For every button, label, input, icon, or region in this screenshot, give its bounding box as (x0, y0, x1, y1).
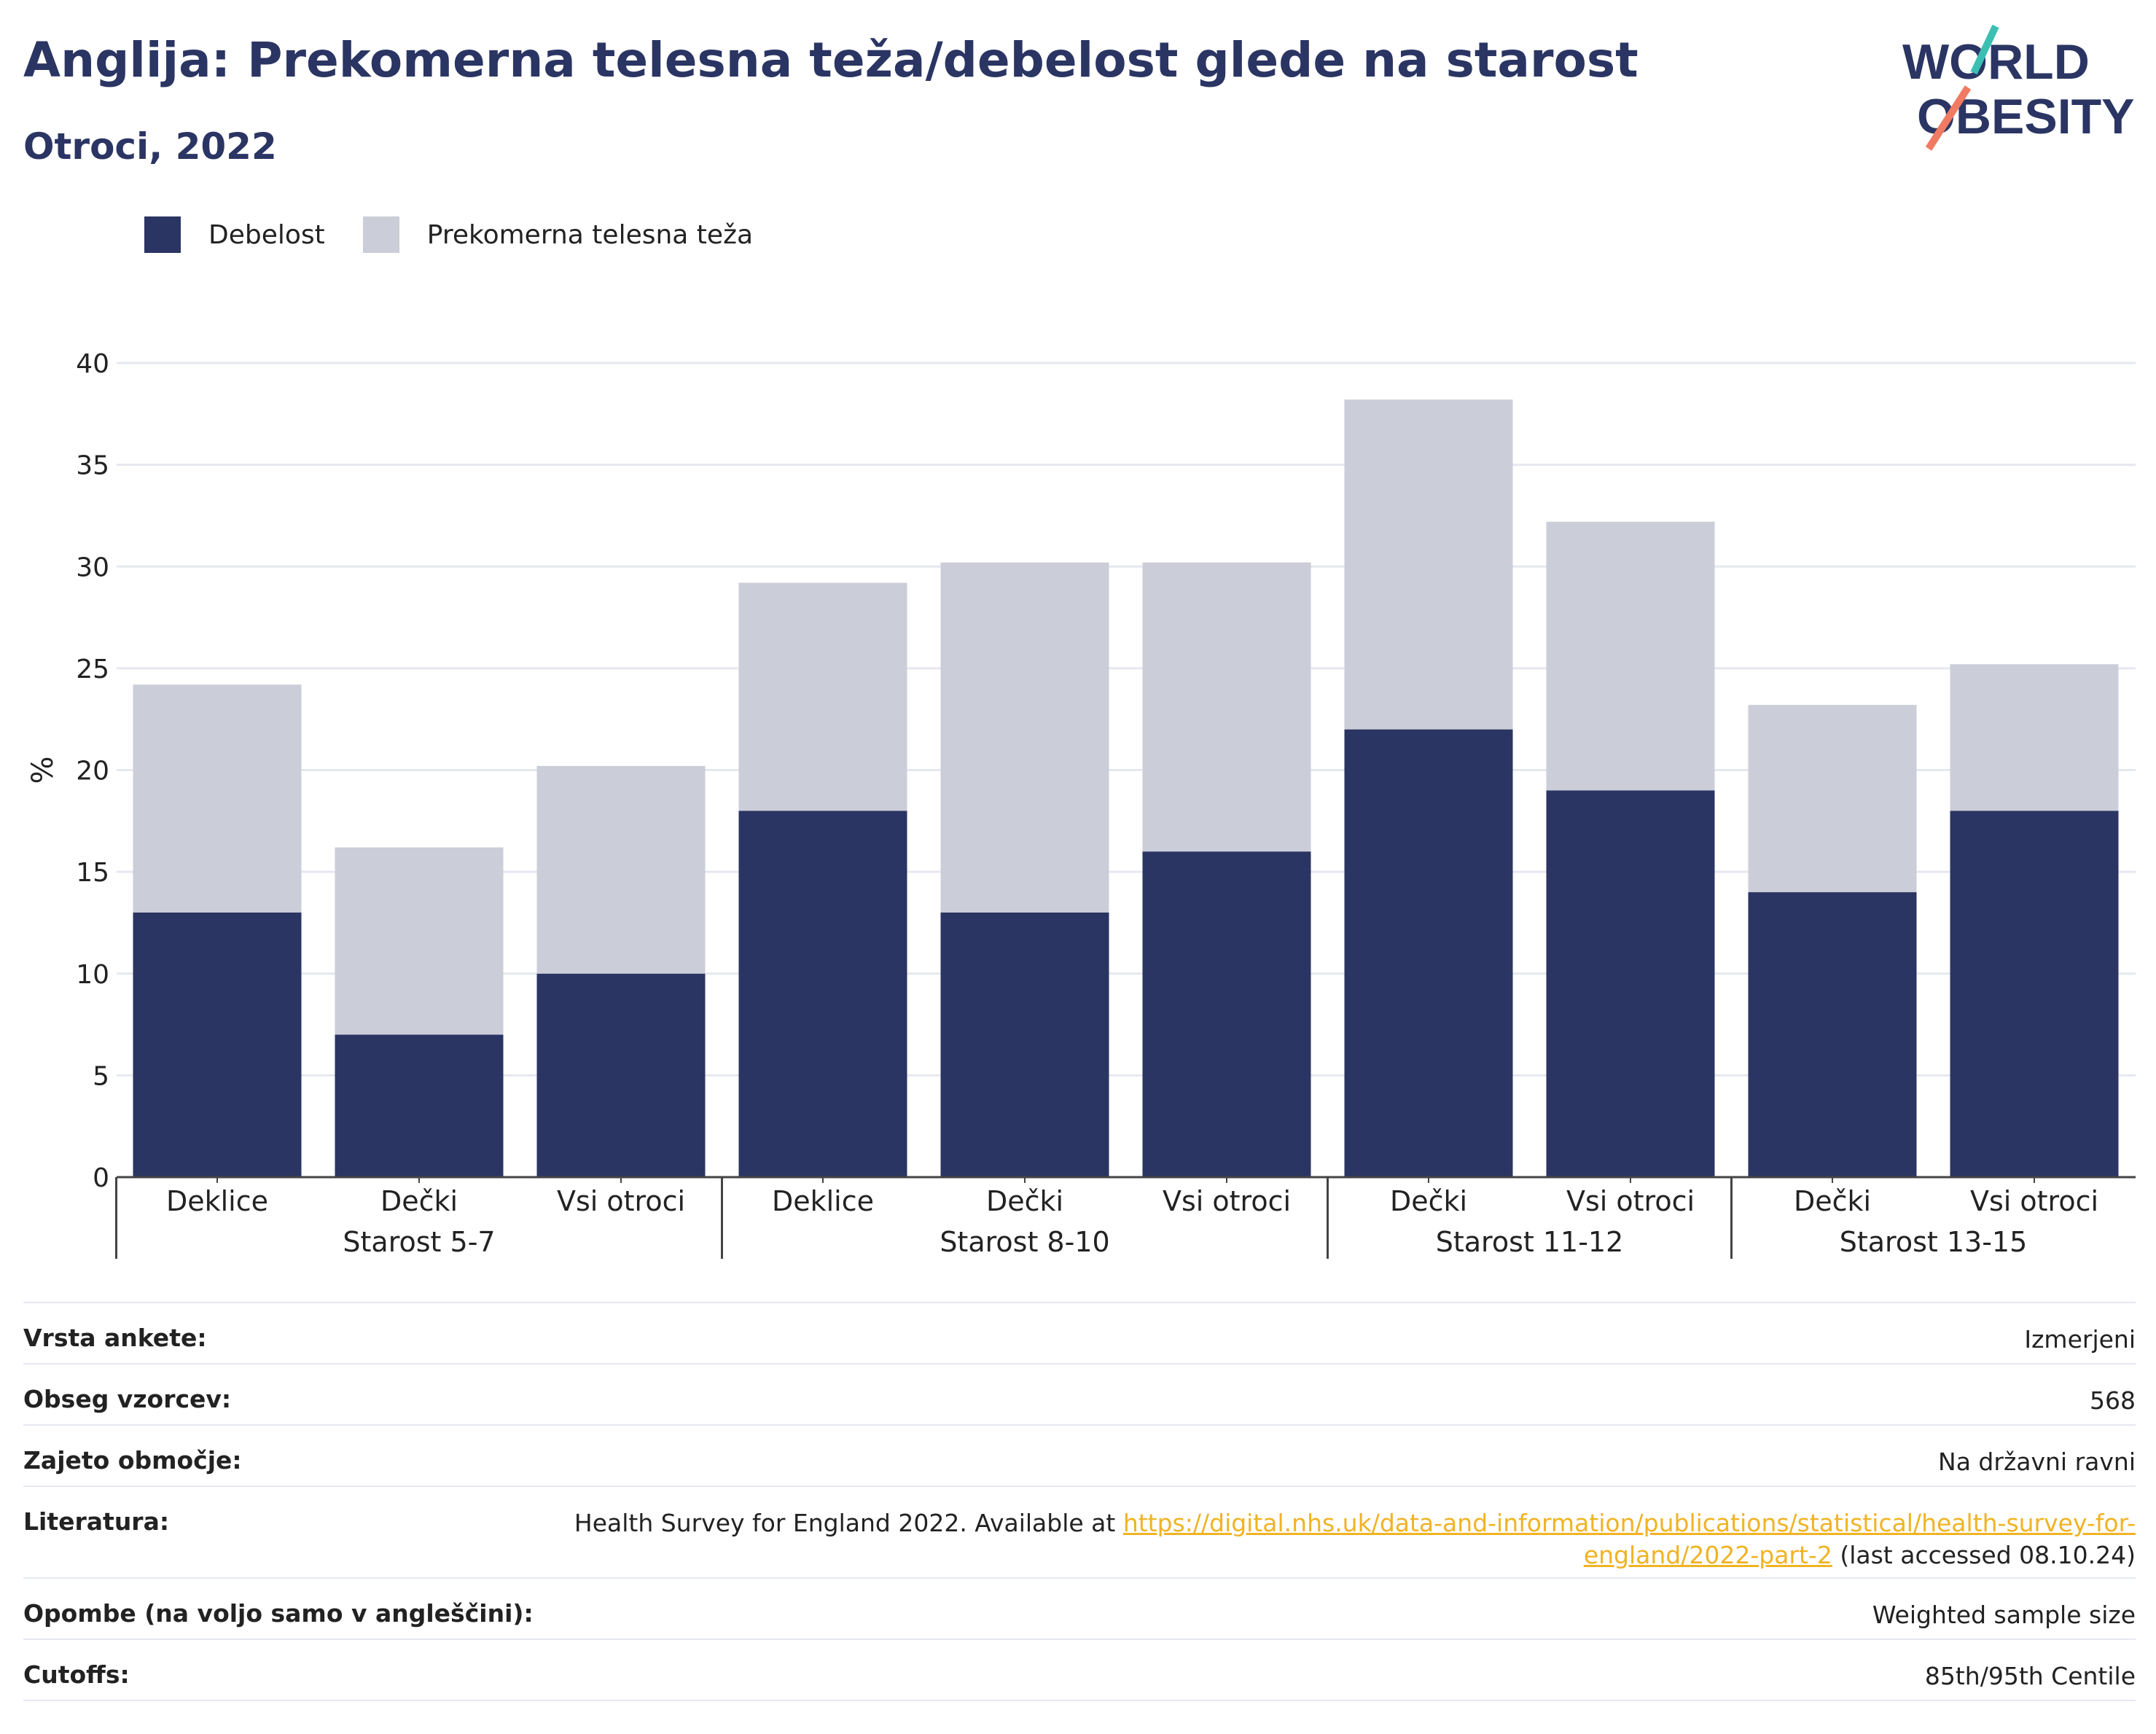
legend: Debelost Prekomerna telesna teža (144, 216, 791, 254)
reference-link[interactable]: https://digital.nhs.uk/data-and-informat… (1122, 1509, 2136, 1537)
bar-obesity (335, 1034, 504, 1177)
bar-obesity (1950, 811, 2119, 1177)
x-tick-label: Dečki (1794, 1185, 1871, 1217)
legend-swatch-obesity (144, 216, 181, 253)
info-key: Obseg vzorcev: (23, 1385, 232, 1413)
info-key: Zajeto območje: (23, 1446, 242, 1475)
x-tick-label: Dečki (986, 1185, 1063, 1217)
y-tick-label: 25 (76, 655, 109, 684)
logo-slash-coral (1925, 85, 1972, 151)
x-tick-label: Deklice (772, 1185, 874, 1217)
y-tick-label: 5 (93, 1061, 109, 1091)
x-tick-label: Vsi otroci (557, 1185, 685, 1217)
info-row-cutoffs: Cutoffs: 85th/95th Centile (23, 1639, 2136, 1701)
group-label: Starost 13-15 (1840, 1226, 2028, 1258)
info-key: Opombe (na voljo samo v angleščini): (23, 1599, 534, 1628)
world-obesity-logo: WORLD OBESITY (1902, 24, 2135, 151)
logo-slash-teal (1970, 24, 1999, 75)
bar-obesity (738, 811, 907, 1177)
group-label: Starost 8-10 (940, 1226, 1109, 1258)
bar-obesity (133, 912, 302, 1177)
info-value-reference: Health Survey for England 2022. Availabl… (574, 1487, 2136, 1577)
bar-obesity (536, 973, 706, 1177)
x-tick-label: Vsi otroci (1566, 1185, 1695, 1217)
info-row-area-covered: Zajeto območje: Na državni ravni (23, 1424, 2136, 1485)
x-tick-label: Dečki (380, 1185, 458, 1217)
bar-overweight (1950, 664, 2119, 811)
bar-chart: 0 5 10 15 20 25 30 35 40% Deklice Dečki Vsi otroci D… (26, 349, 2136, 1259)
legend-item-overweight[interactable]: Prekomerna telesna teža (362, 216, 754, 253)
bar-overweight (738, 582, 907, 811)
x-tick-label: Vsi otroci (1970, 1185, 2098, 1217)
bar-overweight (335, 847, 504, 1035)
info-key: Cutoffs: (23, 1660, 130, 1689)
y-tick-label: 40 (76, 349, 109, 379)
legend-item-obesity[interactable]: Debelost (144, 216, 325, 253)
info-row-notes: Opombe (na voljo samo v angleščini): Wei… (23, 1577, 2136, 1639)
y-tick-label: 10 (76, 960, 109, 990)
legend-swatch-overweight (362, 216, 399, 253)
x-tick-label: Vsi otroci (1163, 1185, 1291, 1217)
bar-obesity (1748, 892, 1917, 1177)
info-row-survey-type: Vrsta ankete: Izmerjeni (23, 1302, 2136, 1363)
reference-text: Health Survey for England 2022. Availabl… (574, 1509, 1123, 1537)
bar-obesity (940, 912, 1109, 1177)
info-row-references: Literatura: Health Survey for England 20… (23, 1485, 2136, 1577)
bar-overweight (536, 765, 706, 974)
y-tick-label: 0 (93, 1163, 109, 1193)
bar-overweight (940, 562, 1109, 913)
info-value: 568 (2090, 1386, 2136, 1415)
bar-obesity (1344, 729, 1513, 1177)
chart-subtitle: Otroci, 2022 (23, 125, 277, 168)
info-value: Na državni ravni (1938, 1448, 2136, 1476)
y-axis-label: % (26, 756, 60, 784)
logo-text-world: WORLD (1902, 34, 2090, 90)
info-key: Vrsta ankete: (23, 1324, 207, 1352)
y-tick-label: 30 (76, 552, 109, 582)
bar-overweight (133, 684, 302, 913)
info-value: Weighted sample size (1872, 1601, 2136, 1629)
group-label: Starost 11-12 (1436, 1226, 1624, 1258)
y-tick-label: 35 (76, 451, 109, 481)
bar-obesity (1546, 790, 1715, 1177)
bar-obesity (1142, 851, 1311, 1177)
bar-overweight (1546, 521, 1715, 791)
info-table: Vrsta ankete: Izmerjeni Obseg vzorcev: 5… (23, 1302, 2136, 1701)
bar-overweight (1142, 562, 1311, 852)
info-key: Literatura: (23, 1507, 170, 1536)
info-value: 85th/95th Centile (1924, 1662, 2136, 1690)
y-tick-label: 15 (76, 858, 109, 888)
legend-label-overweight: Prekomerna telesna teža (426, 219, 754, 250)
bar-overweight (1344, 399, 1513, 730)
info-value: Izmerjeni (2024, 1325, 2136, 1354)
y-tick-label: 20 (76, 757, 109, 786)
bar-overweight (1748, 705, 1917, 893)
info-row-sample-size: Obseg vzorcev: 568 (23, 1363, 2136, 1424)
group-label: Starost 5-7 (343, 1226, 495, 1258)
reference-accessed: (last accessed 08.10.24) (1832, 1541, 2136, 1569)
chart-title: Anglija: Prekomerna telesna teža/debelos… (23, 32, 1639, 88)
reference-link-cont[interactable]: england/2022-part-2 (1583, 1541, 1832, 1569)
x-tick-label: Deklice (166, 1185, 268, 1217)
x-tick-label: Dečki (1390, 1185, 1467, 1217)
legend-label-obesity: Debelost (208, 219, 325, 250)
